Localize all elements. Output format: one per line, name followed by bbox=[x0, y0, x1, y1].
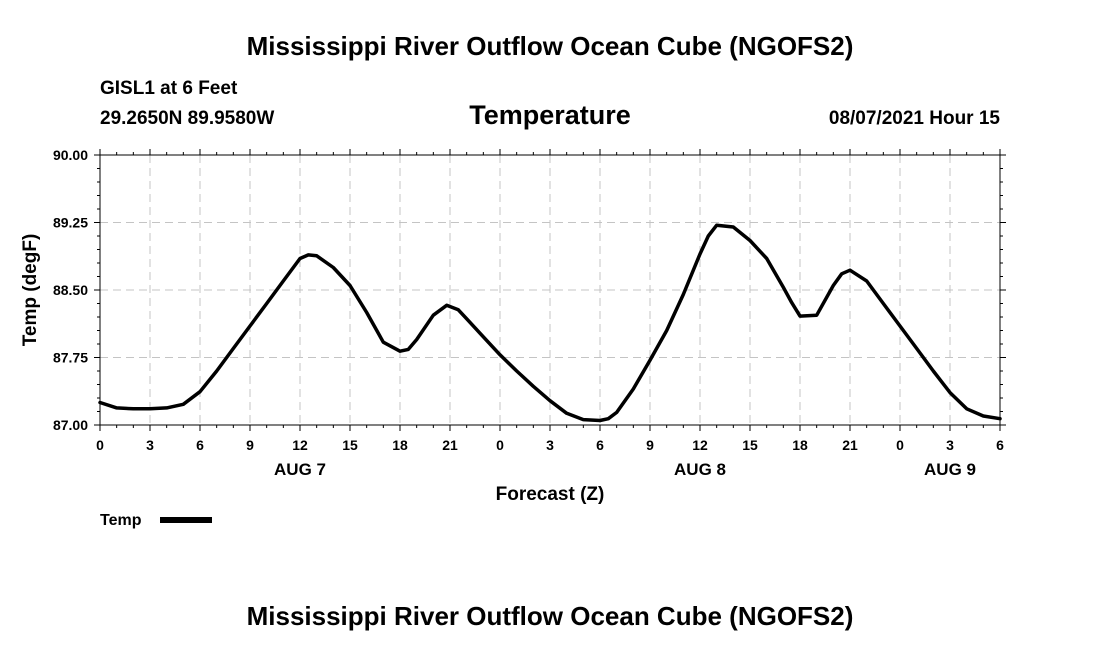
x-tick-label: 15 bbox=[742, 437, 758, 453]
grid-lines bbox=[100, 155, 1000, 425]
y-tick-label: 88.50 bbox=[53, 282, 88, 298]
footer-title: Mississippi River Outflow Ocean Cube (NG… bbox=[247, 601, 854, 631]
date-label: AUG 9 bbox=[924, 460, 976, 479]
legend-label: Temp bbox=[100, 512, 142, 529]
y-axis: 87.00 87.75 88.50 89.25 90.00 bbox=[53, 147, 1006, 433]
x-tick-label: 6 bbox=[196, 437, 204, 453]
x-tick-label: 9 bbox=[246, 437, 254, 453]
series-layer bbox=[98, 223, 1002, 423]
y-tick-label: 90.00 bbox=[53, 147, 88, 163]
y-tick-label: 87.00 bbox=[53, 417, 88, 433]
x-tick-label: 9 bbox=[646, 437, 654, 453]
chart-main-title: Mississippi River Outflow Ocean Cube (NG… bbox=[247, 31, 854, 61]
date-label: AUG 8 bbox=[674, 460, 726, 479]
station-coordinates: 29.2650N 89.9580W bbox=[100, 108, 274, 129]
x-tick-label: 15 bbox=[342, 437, 358, 453]
x-tick-label: 3 bbox=[546, 437, 554, 453]
x-axis: 0 3 6 9 12 15 18 21 0 3 6 9 12 15 18 21 0 3 6 bbox=[96, 149, 1004, 453]
legend: Temp bbox=[100, 512, 212, 529]
date-label: AUG 7 bbox=[274, 460, 326, 479]
station-label: GISL1 at 6 Feet bbox=[100, 78, 238, 99]
date-labels: AUG 7 AUG 8 AUG 9 bbox=[274, 460, 976, 479]
x-tick-label: 3 bbox=[946, 437, 954, 453]
x-tick-label: 12 bbox=[292, 437, 308, 453]
x-tick-label: 21 bbox=[842, 437, 858, 453]
x-tick-label: 3 bbox=[146, 437, 154, 453]
series-line-temp bbox=[98, 223, 1002, 423]
x-axis-label: Forecast (Z) bbox=[496, 484, 605, 505]
x-tick-label: 21 bbox=[442, 437, 458, 453]
y-axis-label: Temp (degF) bbox=[20, 234, 41, 347]
x-tick-label: 18 bbox=[392, 437, 408, 453]
x-tick-label: 0 bbox=[496, 437, 504, 453]
legend-swatch bbox=[160, 517, 212, 523]
x-tick-label: 18 bbox=[792, 437, 808, 453]
y-tick-label: 89.25 bbox=[53, 215, 88, 231]
x-tick-label: 0 bbox=[896, 437, 904, 453]
x-tick-label: 0 bbox=[96, 437, 104, 453]
x-tick-label: 6 bbox=[996, 437, 1004, 453]
y-tick-label: 87.75 bbox=[53, 350, 88, 366]
forecast-datetime: 08/07/2021 Hour 15 bbox=[829, 108, 1001, 129]
plot-frame bbox=[99, 154, 1001, 426]
x-tick-label: 6 bbox=[596, 437, 604, 453]
x-tick-label: 12 bbox=[692, 437, 708, 453]
variable-title: Temperature bbox=[469, 100, 631, 130]
